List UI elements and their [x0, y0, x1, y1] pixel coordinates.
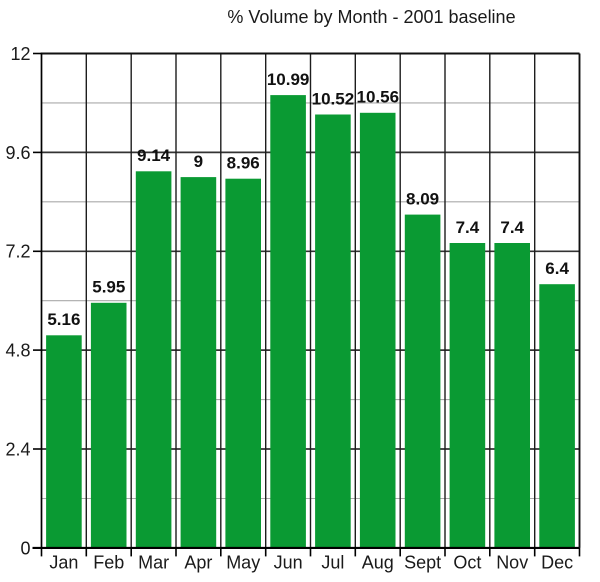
- svg-text:Jan: Jan: [49, 553, 78, 573]
- svg-text:Aug: Aug: [362, 553, 394, 573]
- svg-text:10.99: 10.99: [267, 70, 310, 89]
- svg-text:% Volume by Month - 2001 basel: % Volume by Month - 2001 baseline: [227, 7, 515, 27]
- svg-text:10.52: 10.52: [312, 89, 355, 108]
- svg-text:Dec: Dec: [541, 553, 573, 573]
- svg-text:9.6: 9.6: [5, 143, 30, 163]
- svg-text:5.95: 5.95: [92, 278, 125, 297]
- svg-text:6.4: 6.4: [545, 259, 569, 278]
- svg-text:Feb: Feb: [93, 553, 124, 573]
- svg-text:Mar: Mar: [138, 553, 169, 573]
- svg-text:7.4: 7.4: [500, 218, 524, 237]
- svg-text:Apr: Apr: [184, 553, 212, 573]
- svg-text:7.4: 7.4: [456, 218, 480, 237]
- svg-text:8.09: 8.09: [406, 189, 439, 208]
- svg-text:Nov: Nov: [496, 553, 528, 573]
- svg-text:May: May: [226, 553, 260, 573]
- svg-text:7.2: 7.2: [5, 242, 30, 262]
- svg-text:5.16: 5.16: [47, 310, 80, 329]
- svg-text:9.14: 9.14: [137, 146, 171, 165]
- svg-text:10.56: 10.56: [357, 88, 400, 107]
- svg-text:Oct: Oct: [453, 553, 481, 573]
- svg-text:Sept: Sept: [404, 553, 441, 573]
- svg-text:Jun: Jun: [274, 553, 303, 573]
- svg-text:0: 0: [20, 538, 30, 558]
- svg-text:8.96: 8.96: [227, 154, 260, 173]
- svg-text:12: 12: [10, 44, 30, 64]
- svg-text:4.8: 4.8: [5, 341, 30, 361]
- svg-text:Jul: Jul: [321, 553, 344, 573]
- svg-text:2.4: 2.4: [5, 439, 30, 459]
- svg-text:9: 9: [194, 152, 203, 171]
